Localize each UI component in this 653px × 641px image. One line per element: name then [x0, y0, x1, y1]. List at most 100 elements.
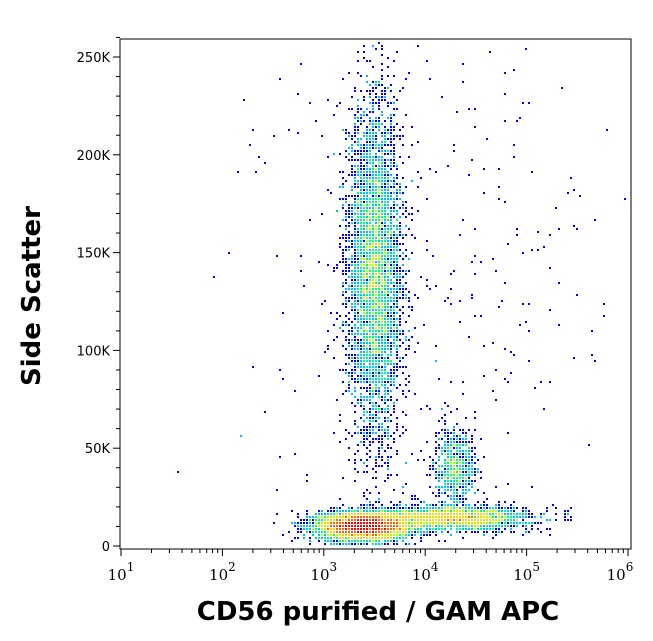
density-cell — [534, 387, 536, 389]
density-cell — [480, 528, 482, 530]
density-cell — [366, 201, 368, 203]
density-cell — [492, 531, 494, 533]
density-cell — [450, 498, 452, 500]
density-cell — [384, 159, 386, 161]
density-cell — [369, 285, 371, 287]
density-cell — [390, 336, 392, 338]
density-cell — [333, 324, 335, 326]
density-cell — [378, 438, 380, 440]
density-cell — [375, 222, 377, 224]
density-cell — [384, 510, 386, 512]
x-tick-label: 102 — [209, 560, 236, 584]
density-cell — [381, 507, 383, 509]
density-cell — [501, 525, 503, 527]
density-cell — [339, 102, 341, 104]
density-cell — [495, 525, 497, 527]
density-cell — [333, 537, 335, 539]
density-cell — [345, 531, 347, 533]
density-cell — [372, 357, 374, 359]
density-cell — [369, 345, 371, 347]
density-cell — [390, 345, 392, 347]
density-cell — [438, 519, 440, 521]
density-cell — [456, 474, 458, 476]
density-cell — [381, 225, 383, 227]
density-cell — [387, 513, 389, 515]
density-cell — [324, 525, 326, 527]
density-cell — [522, 303, 524, 305]
y-tick-label: 100K — [77, 344, 111, 359]
density-cell — [558, 282, 560, 284]
density-cell — [375, 270, 377, 272]
density-cell — [363, 381, 365, 383]
density-cell — [375, 93, 377, 95]
density-cell — [348, 300, 350, 302]
density-cell — [372, 273, 374, 275]
density-cell — [369, 336, 371, 338]
density-cell — [381, 228, 383, 230]
density-cell — [399, 207, 401, 209]
density-cell — [333, 543, 335, 545]
density-cell — [447, 432, 449, 434]
density-cell — [441, 453, 443, 455]
density-cell — [384, 276, 386, 278]
density-cell — [366, 294, 368, 296]
density-cell — [579, 195, 581, 197]
density-cell — [438, 447, 440, 449]
density-cell — [396, 276, 398, 278]
density-cell — [321, 528, 323, 530]
density-cell — [384, 381, 386, 383]
density-cell — [444, 522, 446, 524]
density-cell — [309, 537, 311, 539]
density-cell — [375, 501, 377, 503]
density-cell — [357, 183, 359, 185]
density-cell — [357, 111, 359, 113]
density-cell — [372, 432, 374, 434]
density-cell — [381, 219, 383, 221]
density-cell — [333, 519, 335, 521]
density-cell — [357, 150, 359, 152]
density-cell — [384, 336, 386, 338]
density-cell — [345, 129, 347, 131]
density-cell — [402, 513, 404, 515]
density-cell — [312, 522, 314, 524]
density-cell — [378, 543, 380, 545]
x-axis: 101 102 103 104 105 106 — [108, 549, 633, 584]
x-tick-exponent: 5 — [532, 560, 540, 574]
density-cell — [348, 342, 350, 344]
density-cell — [405, 414, 407, 416]
density-cell — [525, 321, 527, 323]
density-cell — [360, 366, 362, 368]
density-cell — [366, 306, 368, 308]
density-cell — [375, 198, 377, 200]
density-cell — [402, 516, 404, 518]
density-cell — [399, 360, 401, 362]
density-cell — [510, 522, 512, 524]
density-cell — [468, 528, 470, 530]
density-cell — [387, 75, 389, 77]
density-cell — [369, 369, 371, 371]
density-cell — [396, 51, 398, 53]
density-cell — [348, 246, 350, 248]
density-cell — [348, 159, 350, 161]
density-cell — [339, 243, 341, 245]
density-cell — [348, 522, 350, 524]
density-cell — [465, 480, 467, 482]
density-cell — [525, 513, 527, 515]
density-cell — [387, 336, 389, 338]
density-cell — [381, 144, 383, 146]
density-cell — [438, 459, 440, 461]
density-cell — [450, 516, 452, 518]
density-cell — [372, 216, 374, 218]
density-cell — [516, 234, 518, 236]
density-cell — [351, 360, 353, 362]
density-cell — [459, 480, 461, 482]
density-cell — [402, 507, 404, 509]
density-cell — [336, 210, 338, 212]
density-cell — [555, 507, 557, 509]
density-cell — [360, 177, 362, 179]
density-cell — [474, 513, 476, 515]
density-cell — [327, 510, 329, 512]
density-cell — [546, 528, 548, 530]
density-cell — [357, 321, 359, 323]
density-cell — [381, 276, 383, 278]
